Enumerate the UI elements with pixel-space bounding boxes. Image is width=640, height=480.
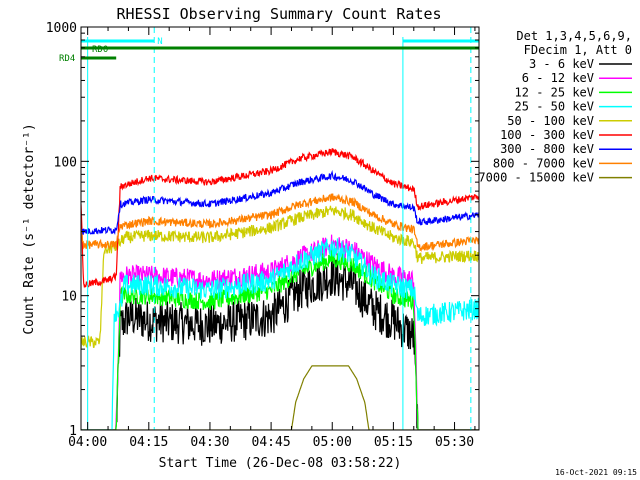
flag-label-rd0: RD0 (92, 45, 108, 55)
x-tick-label: 04:45 (252, 435, 291, 450)
legend: Det 1,3,4,5,6,9, FDecim 1, Att 0 3 - 6 k… (478, 29, 632, 185)
series-line-2 (81, 234, 479, 430)
legend-label-5: 50 - 100 keV (507, 114, 594, 128)
series-layer (81, 148, 479, 430)
x-axis-label: Start Time (26-Dec-08 03:58:22) (159, 456, 402, 471)
marker-layer: RD0 RD4 N (59, 27, 479, 430)
y-tick-label: 10 (61, 290, 77, 305)
series-line-9 (81, 365, 479, 430)
x-tick-label: 04:30 (190, 435, 229, 450)
timestamp: 16-Oct-2021 09:15 (555, 468, 637, 477)
plot-frame (80, 26, 480, 431)
legend-header-line-1: Det 1,3,4,5,6,9, (516, 29, 632, 43)
y-axis-label: Count Rate (s⁻¹ detector⁻¹) (22, 123, 37, 334)
series-line-8 (81, 193, 479, 253)
chart-title: RHESSI Observing Summary Count Rates (116, 5, 441, 23)
series-line-1 (81, 257, 479, 430)
x-tick-label: 05:00 (313, 435, 352, 450)
x-tick-label: 05:30 (435, 435, 474, 450)
x-tick-label: 04:00 (68, 435, 107, 450)
legend-label-8: 800 - 7000 keV (493, 156, 594, 170)
y-tick-label: 1000 (46, 21, 77, 36)
x-tick-label: 05:15 (374, 435, 413, 450)
flag-label-n: N (157, 37, 162, 47)
legend-label-2: 6 - 12 keV (522, 71, 594, 85)
series-line-3 (81, 250, 479, 430)
flag-label-rd4: RD4 (59, 54, 75, 64)
legend-label-3: 12 - 25 keV (515, 85, 594, 99)
x-tick-label: 04:15 (129, 435, 168, 450)
legend-label-7: 300 - 800 keV (500, 142, 594, 156)
y-axis: 1 10 100 1000 (46, 21, 479, 439)
legend-label-4: 25 - 50 keV (515, 100, 594, 114)
series-line-7 (81, 169, 479, 236)
legend-header-line-2: FDecim 1, Att 0 (524, 43, 632, 57)
legend-label-1: 3 - 6 keV (529, 57, 594, 71)
legend-label-6: 100 - 300 keV (500, 128, 594, 142)
x-axis: 04:00 04:15 04:30 04:45 05:00 05:15 05:30 (68, 27, 476, 450)
y-tick-label: 100 (54, 155, 77, 170)
y-tick-label: 1 (69, 424, 77, 439)
series-line-5 (81, 205, 479, 349)
series-line-6 (81, 148, 479, 289)
legend-label-9: 7000 - 15000 keV (478, 171, 594, 185)
series-line-4 (81, 238, 479, 430)
